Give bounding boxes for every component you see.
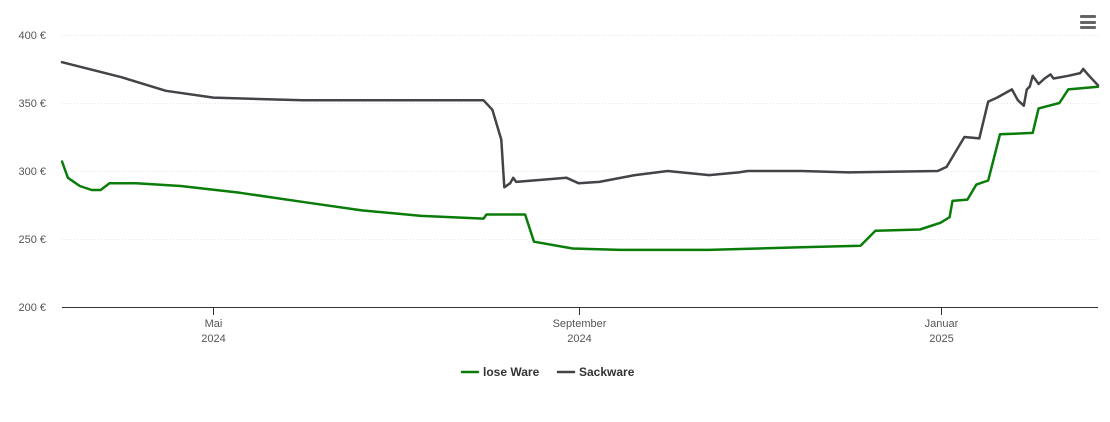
series-lines [60,60,1100,252]
x-tick-month: September [553,318,607,330]
series-line-0[interactable] [60,85,1100,252]
legend-item-1[interactable]: Sackware [556,365,635,379]
legend-label: lose Ware [483,365,540,379]
legend[interactable]: lose Ware Sackware [460,365,635,379]
x-tick-year: 2025 [929,333,953,345]
hamburger-menu-icon[interactable] [1076,10,1100,34]
grid-lines [62,35,1098,240]
y-tick-label: 300 € [18,166,46,178]
series-line-1[interactable] [60,60,1100,189]
y-tick-label: 350 € [18,98,46,110]
x-axis: Mai 2024 September 2024 Januar 2025 [62,307,1098,345]
y-tick-label: 400 € [18,30,46,42]
x-tick-month: Mai [205,318,223,330]
x-tick-year: 2024 [201,333,225,345]
x-tick-year: 2024 [567,333,591,345]
legend-label: Sackware [579,365,635,379]
y-axis: 200 € 250 € 300 € 350 € 400 € [18,30,46,314]
y-tick-label: 250 € [18,234,46,246]
legend-item-0[interactable]: lose Ware [460,365,540,379]
y-tick-label: 200 € [18,302,46,314]
x-tick-month: Januar [925,318,959,330]
